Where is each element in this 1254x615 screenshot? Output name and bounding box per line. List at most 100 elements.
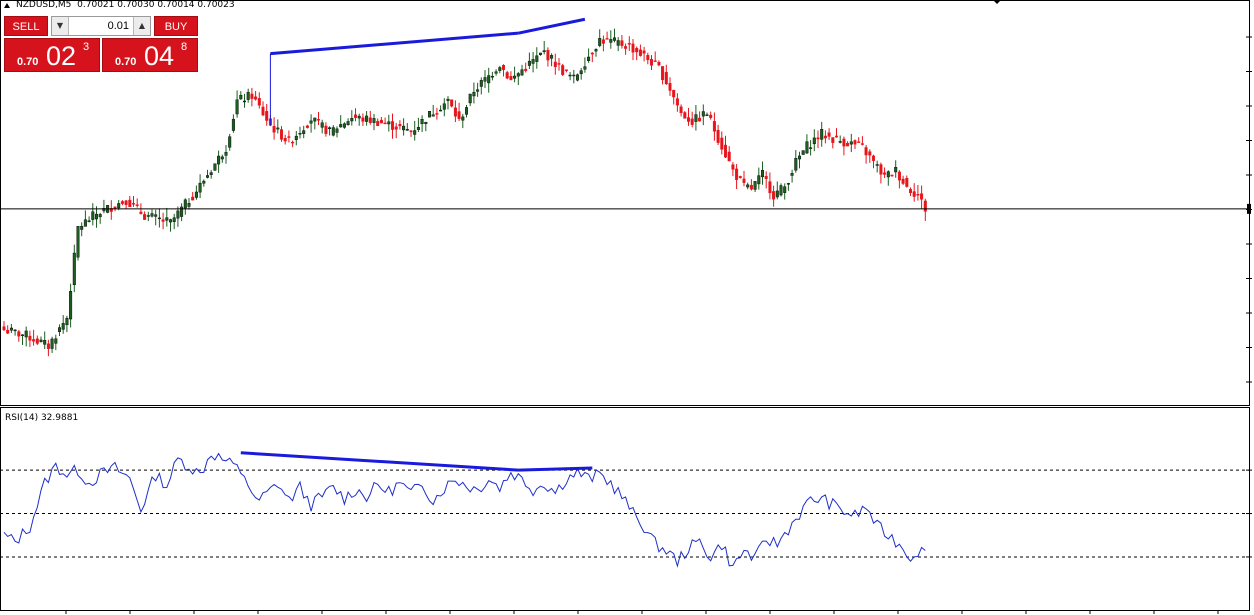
candle-body bbox=[657, 61, 661, 66]
candle bbox=[838, 135, 842, 144]
triangle-up-icon[interactable] bbox=[4, 3, 10, 8]
candle bbox=[653, 51, 657, 62]
sell-price-button[interactable]: 0.70 02 3 bbox=[4, 38, 100, 72]
candle bbox=[901, 175, 905, 185]
candle bbox=[24, 326, 28, 347]
lot-increase-icon[interactable]: ▲ bbox=[133, 17, 150, 35]
sell-price-prefix: 0.70 bbox=[17, 56, 39, 68]
candle-body bbox=[520, 69, 524, 76]
candle bbox=[102, 199, 106, 214]
candle bbox=[479, 77, 483, 95]
chart-shift-icon[interactable] bbox=[993, 0, 1001, 4]
current-price-line bbox=[0, 203, 1251, 214]
candle bbox=[239, 91, 243, 100]
candle bbox=[920, 185, 924, 209]
candle-body bbox=[168, 219, 172, 223]
candle-body bbox=[542, 50, 546, 53]
candle-body bbox=[590, 52, 594, 55]
candle bbox=[786, 182, 790, 191]
candle-body bbox=[812, 137, 816, 145]
candle bbox=[753, 181, 757, 192]
chart-header: NZDUSD,M5 0.70021 0.70030 0.70014 0.7002… bbox=[16, 0, 235, 10]
candle-body bbox=[457, 111, 461, 119]
candle bbox=[413, 120, 417, 141]
candle bbox=[749, 179, 753, 191]
lot-size-control: ▼ ▲ bbox=[51, 16, 151, 36]
candle bbox=[516, 72, 520, 86]
candle-body bbox=[605, 38, 609, 40]
candle-body bbox=[923, 200, 927, 212]
candle bbox=[513, 66, 517, 83]
candle-body bbox=[424, 121, 428, 125]
candle-body bbox=[616, 40, 620, 46]
lot-decrease-icon[interactable]: ▼ bbox=[52, 17, 69, 35]
candle bbox=[860, 136, 864, 146]
candle-body bbox=[476, 89, 480, 92]
sell-button[interactable]: SELL bbox=[4, 16, 48, 36]
candle-body bbox=[901, 178, 905, 184]
candle-body bbox=[265, 111, 269, 121]
candle bbox=[875, 160, 879, 173]
candle bbox=[705, 112, 709, 117]
rsi-trendline bbox=[240, 451, 519, 472]
candle bbox=[735, 164, 739, 190]
candle bbox=[646, 52, 650, 65]
candle-body bbox=[13, 329, 17, 332]
candle-body bbox=[283, 138, 287, 142]
candle bbox=[827, 128, 831, 141]
candle-body bbox=[683, 112, 687, 119]
candle-body bbox=[87, 220, 91, 222]
candle bbox=[172, 213, 176, 230]
candle bbox=[35, 335, 39, 345]
candle bbox=[631, 38, 635, 61]
candle-body bbox=[487, 75, 491, 84]
candle bbox=[698, 111, 702, 122]
buy-price-button[interactable]: 0.70 04 8 bbox=[102, 38, 198, 72]
candle-body bbox=[490, 75, 494, 78]
candle-body bbox=[435, 113, 439, 115]
candle bbox=[83, 210, 87, 227]
candle-body bbox=[228, 136, 232, 148]
candle-body bbox=[2, 326, 6, 331]
candle bbox=[461, 113, 465, 129]
candle-body bbox=[772, 191, 776, 200]
candle bbox=[909, 187, 913, 196]
candle bbox=[664, 64, 668, 85]
candle-body bbox=[150, 213, 154, 217]
rsi-level-lines bbox=[0, 469, 1249, 558]
candle bbox=[694, 104, 698, 131]
candle-body bbox=[205, 175, 209, 178]
candle-body bbox=[9, 327, 13, 331]
buy-price-prefix: 0.70 bbox=[115, 56, 137, 68]
candle bbox=[687, 108, 691, 126]
candle-body bbox=[35, 338, 39, 344]
candle-body bbox=[716, 129, 720, 143]
candle bbox=[39, 336, 43, 343]
candle-body bbox=[753, 181, 757, 190]
buy-button[interactable]: BUY bbox=[154, 16, 198, 36]
candle-body bbox=[661, 66, 665, 81]
candle bbox=[368, 110, 372, 125]
candle-body bbox=[324, 125, 328, 134]
candle-body bbox=[524, 68, 528, 71]
candle bbox=[135, 198, 139, 208]
candle bbox=[779, 183, 783, 197]
candle-body bbox=[809, 147, 813, 149]
candle-body bbox=[313, 117, 317, 122]
candle bbox=[187, 198, 191, 210]
candle-body bbox=[239, 94, 243, 100]
candle bbox=[61, 315, 65, 334]
candle bbox=[76, 226, 80, 261]
candle bbox=[794, 150, 798, 173]
candle bbox=[65, 315, 69, 333]
candle bbox=[54, 334, 58, 351]
candle bbox=[635, 46, 639, 61]
candle bbox=[712, 112, 716, 141]
candle bbox=[598, 29, 602, 48]
candle bbox=[683, 111, 687, 119]
lot-size-input[interactable] bbox=[70, 17, 132, 35]
candle bbox=[150, 209, 154, 218]
candle bbox=[231, 114, 235, 133]
candle bbox=[165, 207, 169, 227]
candle-body bbox=[653, 60, 657, 62]
